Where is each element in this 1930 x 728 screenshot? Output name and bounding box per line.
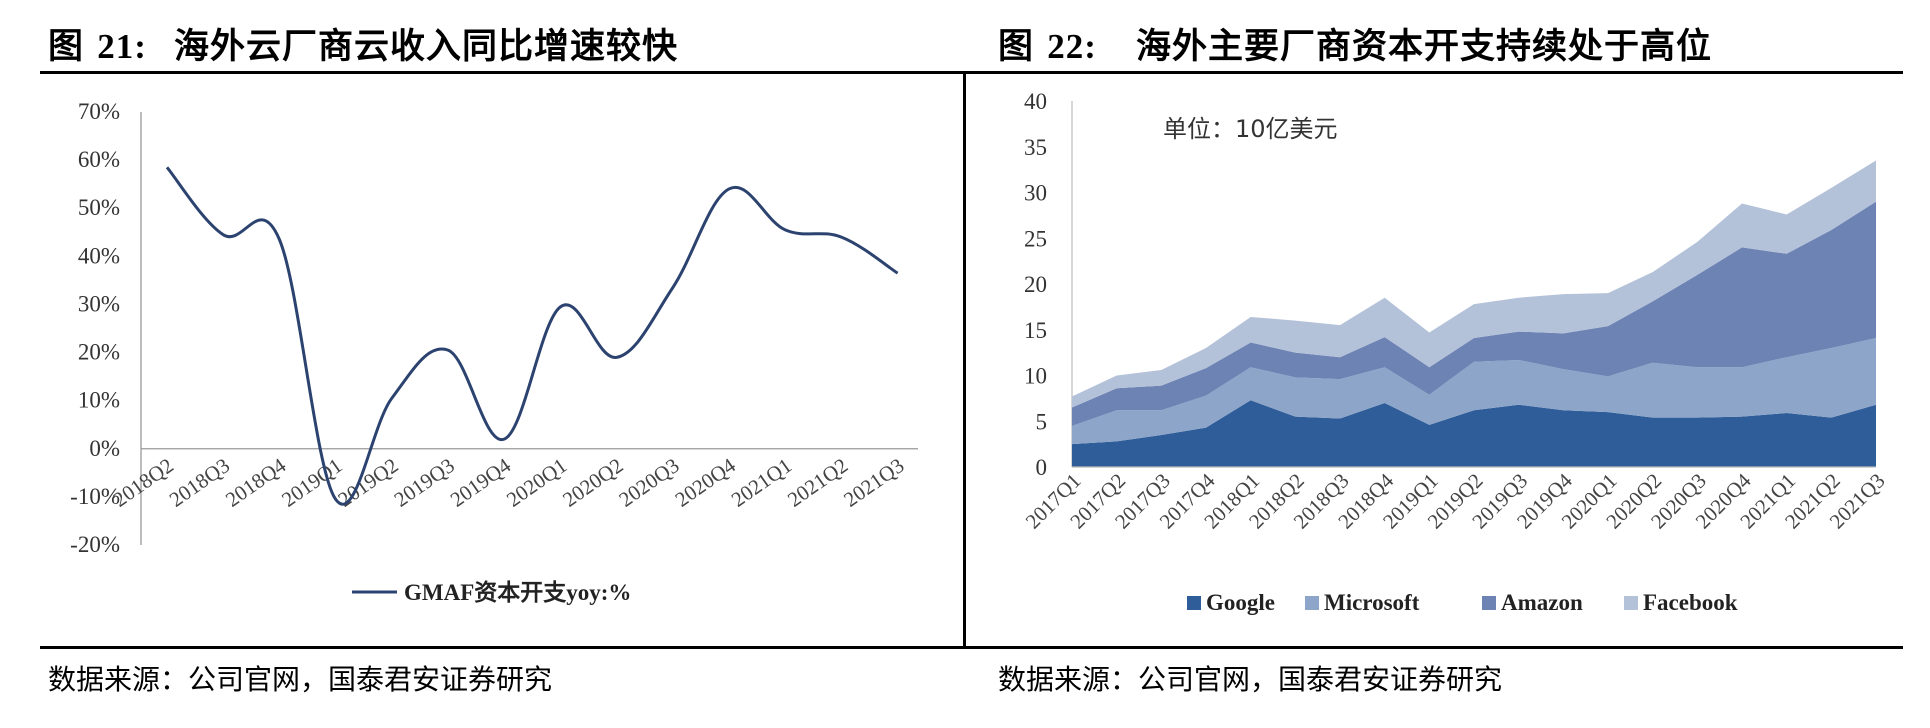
y-tick-label: 30 (1024, 181, 1047, 206)
bottom-rule (40, 646, 1903, 649)
right-area-chart: 40353025201510502017Q12017Q22017Q32017Q4… (1021, 89, 1890, 615)
left-figure-text: 海外云厂商云收入同比增速较快 (174, 27, 679, 67)
y-tick-label: 40% (78, 243, 120, 268)
y-tick-label: 10 (1024, 364, 1047, 389)
unit-annotation: 单位：10亿美元 (1163, 115, 1338, 143)
right-figure-label: 图 (998, 27, 1035, 67)
y-tick-label: 0% (89, 436, 120, 461)
y-tick-label: 5 (1036, 409, 1048, 434)
area-google (1072, 400, 1876, 467)
y-tick-label: 10% (78, 388, 120, 413)
left-chart-title: 图 21: 海外云厂商云收入同比增速较快 (48, 18, 678, 69)
left-line-chart: 70%60%50%40%30%20%10%0%-10%-20%2018Q2201… (70, 99, 918, 605)
right-chart-title: 图 22: 海外主要厂商资本开支持续处于高位 (998, 18, 1712, 69)
y-tick-label: 0 (1036, 455, 1048, 480)
right-figure-number: 22: (1047, 27, 1097, 66)
legend-swatch-facebook (1624, 596, 1638, 610)
area-facebook (1072, 160, 1876, 408)
legend-label-microsoft: Microsoft (1324, 590, 1420, 615)
right-figure-text: 海外主要厂商资本开支持续处于高位 (1136, 27, 1713, 67)
area-amazon (1072, 201, 1876, 426)
y-tick-label: 25 (1024, 226, 1047, 251)
y-tick-label: -10% (70, 484, 120, 509)
left-figure-label: 图 (48, 27, 85, 67)
left-source-note: 数据来源：公司官网，国泰君安证券研究 (48, 663, 553, 696)
legend-label-facebook: Facebook (1643, 590, 1738, 615)
series-line-gmaf-yoy (165, 166, 899, 506)
legend-swatch-amazon (1482, 596, 1496, 610)
center-divider (963, 71, 966, 646)
y-tick-label: 35 (1024, 135, 1047, 160)
y-tick-label: 20 (1024, 272, 1047, 297)
y-tick-label: 40 (1024, 89, 1047, 114)
y-tick-label: 30% (78, 291, 120, 316)
legend-swatch-microsoft (1305, 596, 1319, 610)
y-tick-label: 50% (78, 195, 120, 220)
area-microsoft (1072, 337, 1876, 445)
y-tick-label: 70% (78, 99, 120, 124)
top-rule (40, 71, 1903, 74)
legend-swatch-google (1187, 596, 1201, 610)
left-figure-number: 21: (97, 27, 147, 66)
legend-label-google: Google (1206, 590, 1275, 615)
y-tick-label: 60% (78, 147, 120, 172)
y-tick-label: -20% (70, 532, 120, 557)
y-tick-label: 15 (1024, 318, 1047, 343)
right-source-note: 数据来源：公司官网，国泰君安证券研究 (998, 663, 1503, 696)
y-tick-label: 20% (78, 340, 120, 365)
legend-label-gmaf: GMAF资本开支yoy:% (404, 580, 631, 605)
legend-label-amazon: Amazon (1501, 590, 1583, 615)
